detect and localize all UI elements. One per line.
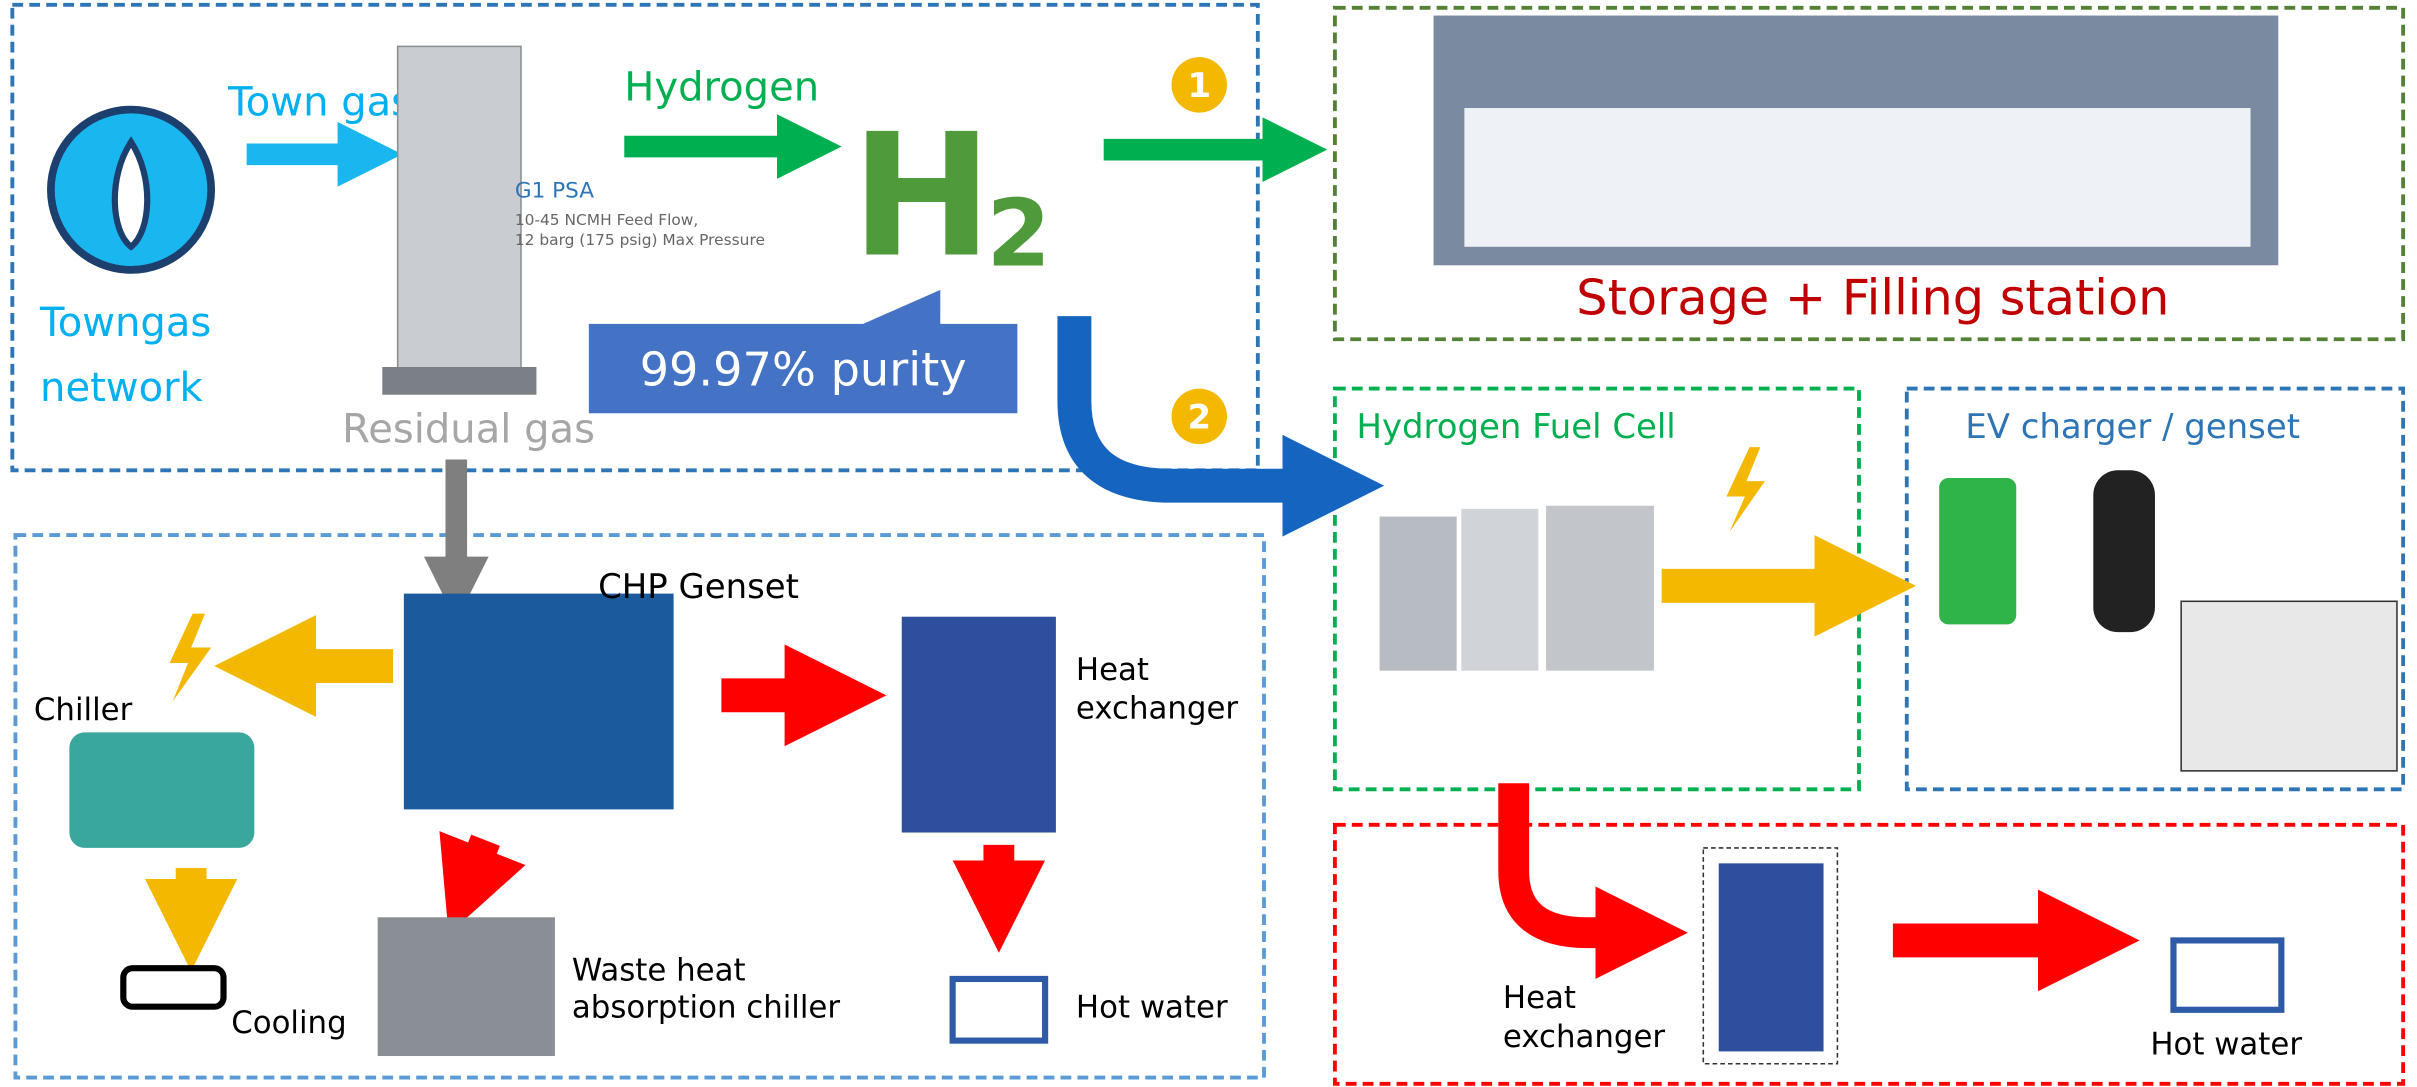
label: Heat exchanger	[1076, 652, 1239, 727]
label: 10-45 NCMH Feed Flow, 12 barg (175 psig)…	[515, 211, 765, 249]
label: EV charger / genset	[1965, 407, 2300, 446]
label: Chiller	[34, 692, 133, 728]
lightning	[170, 614, 212, 702]
flame	[115, 142, 147, 247]
cooling-icon	[123, 968, 223, 1007]
chiller-image	[69, 732, 254, 848]
fuel-cell-image	[1546, 506, 1654, 671]
label: Waste heat absorption chiller	[572, 953, 840, 1026]
h2-graphic: H 2	[851, 97, 1051, 294]
label: Hot water	[2150, 1026, 2302, 1062]
label: 2	[1187, 398, 1211, 437]
label: Hydrogen	[624, 64, 819, 110]
psa-image	[398, 46, 521, 370]
fuel-cell-image	[1461, 509, 1538, 671]
label: Residual gas	[342, 407, 595, 453]
charger-icon	[1939, 478, 2016, 624]
genset-image	[2181, 601, 2397, 771]
label: Hot water	[1076, 989, 1228, 1025]
hot-water-icon	[953, 979, 1045, 1041]
label: Towngas network	[39, 300, 224, 411]
heat-exchanger-image	[1719, 863, 1824, 1051]
arrow	[466, 840, 486, 891]
label: Town gas	[227, 80, 412, 126]
hot-water-icon	[2173, 940, 2281, 1009]
label: G1 PSA	[515, 178, 594, 203]
diagram: Town gas Towngas network G1 PSA 10-45 NC…	[0, 0, 2417, 1087]
page: Town gas Towngas network G1 PSA 10-45 NC…	[0, 0, 2417, 1087]
label: 99.97% purity	[640, 343, 967, 397]
arrow	[1514, 783, 1642, 933]
genset-image	[404, 594, 674, 810]
label: Storage + Filling station	[1576, 269, 2169, 327]
lightning	[1726, 447, 1765, 532]
label: Hydrogen Fuel Cell	[1356, 407, 1675, 446]
label: CHP Genset	[598, 567, 799, 606]
fuel-cell-image	[1380, 517, 1457, 671]
heat-exchanger-image	[902, 617, 1056, 833]
label: 1	[1187, 66, 1211, 105]
psa-base	[382, 367, 536, 395]
label: Cooling	[231, 1005, 346, 1041]
car-image	[2093, 470, 2155, 632]
station-building	[1464, 108, 2250, 247]
absorption-chiller-image	[378, 917, 555, 1056]
label: Heat exchanger	[1503, 980, 1666, 1055]
